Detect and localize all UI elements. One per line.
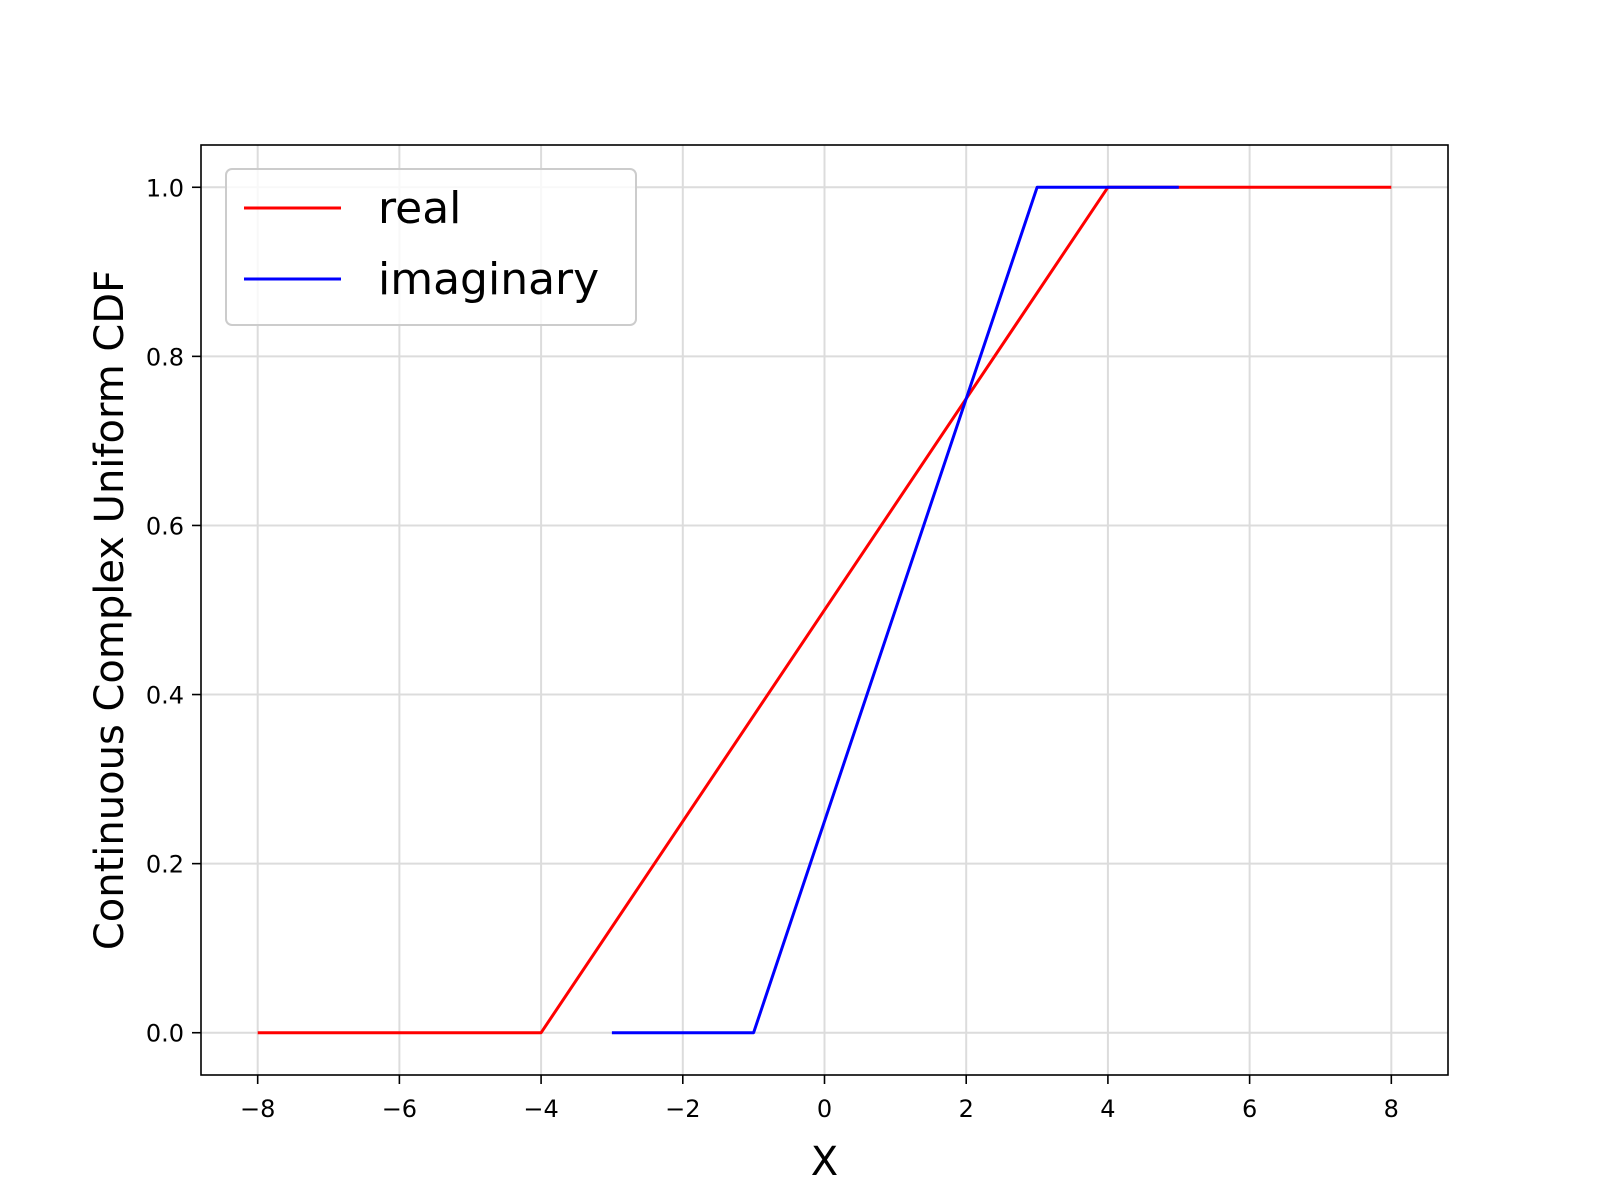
series-lines <box>257 185 1392 1035</box>
legend: real imaginary <box>225 168 637 326</box>
y-tick-label: 1.0 <box>146 174 184 202</box>
x-tick-label: 0 <box>817 1095 832 1123</box>
x-tick-label: −8 <box>240 1095 275 1123</box>
x-tick-label: −2 <box>665 1095 700 1123</box>
legend-items: real imaginary <box>244 183 599 305</box>
series-line-real <box>257 185 1392 1035</box>
y-axis-label: Continuous Complex Uniform CDF <box>87 270 133 950</box>
series-line-imaginary <box>611 185 1179 1035</box>
x-tick-label: 8 <box>1384 1095 1399 1123</box>
legend-label-imaginary: imaginary <box>378 254 599 305</box>
y-tick-label: 0.2 <box>146 851 184 879</box>
legend-label-real: real <box>378 183 461 234</box>
y-tick-label: 0.0 <box>146 1020 184 1048</box>
x-tick-label: 6 <box>1242 1095 1257 1123</box>
x-tick-label: 4 <box>1100 1095 1115 1123</box>
x-tick-label: −4 <box>523 1095 558 1123</box>
y-tick-label: 0.8 <box>146 343 184 371</box>
x-axis-label: X <box>811 1139 838 1185</box>
x-tick-label: 2 <box>959 1095 974 1123</box>
y-tick-label: 0.6 <box>146 512 184 540</box>
y-tick-label: 0.4 <box>146 682 184 710</box>
axis-ticks: −8 −6 −4 −2 0 2 4 6 8 0.0 0.2 0.4 0.6 0.8 1.0 <box>146 174 1399 1123</box>
x-tick-label: −6 <box>382 1095 417 1123</box>
